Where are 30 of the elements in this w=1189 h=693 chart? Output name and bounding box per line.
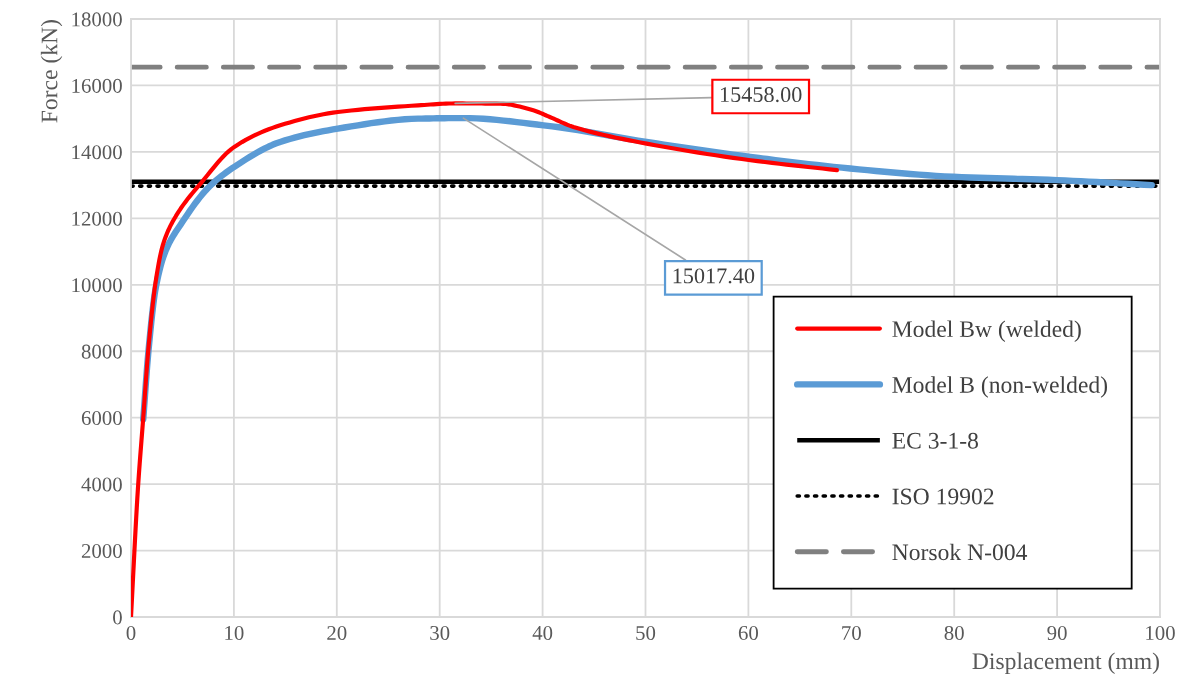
y-tick-label: 16000 bbox=[72, 78, 122, 93]
annotation: 15017.40 bbox=[673, 268, 755, 284]
x-tick-label: 40 bbox=[532, 625, 553, 640]
y-tick-label: 18000 bbox=[72, 12, 122, 27]
y-tick-label: 6000 bbox=[81, 411, 122, 426]
legend-label: Norsok N-004 bbox=[892, 543, 1028, 561]
annotation: 15458.00 bbox=[720, 87, 802, 103]
x-tick-label: 100 bbox=[1146, 625, 1175, 640]
x-tick-label: 50 bbox=[636, 625, 656, 640]
x-tick-label: 90 bbox=[1047, 625, 1067, 640]
x-axis-title: Displacement (mm) bbox=[972, 652, 1159, 674]
y-tick-label: 0 bbox=[113, 610, 122, 625]
y-tick-label: 8000 bbox=[81, 344, 122, 359]
legend-label: Model Bw (welded) bbox=[892, 320, 1081, 342]
y-tick-label: 4000 bbox=[81, 477, 122, 492]
x-tick-label: 20 bbox=[327, 625, 347, 640]
x-tick-label: 0 bbox=[126, 625, 136, 640]
legend-label: EC 3-1-8 bbox=[892, 432, 978, 449]
x-tick-label: 60 bbox=[738, 625, 759, 640]
y-tick-label: 14000 bbox=[72, 145, 122, 160]
legend-label: Model B (non-welded) bbox=[892, 376, 1108, 398]
legend-label: ISO 19902 bbox=[892, 488, 994, 505]
x-tick-label: 10 bbox=[225, 625, 244, 640]
x-tick-label: 70 bbox=[842, 625, 861, 640]
y-tick-label: 2000 bbox=[81, 543, 122, 558]
x-tick-label: 30 bbox=[430, 625, 450, 640]
y-axis-title: Force (kN) bbox=[40, 20, 63, 123]
x-tick-label: 80 bbox=[944, 625, 964, 640]
y-tick-label: 10000 bbox=[72, 278, 122, 293]
y-tick-label: 12000 bbox=[72, 211, 122, 226]
